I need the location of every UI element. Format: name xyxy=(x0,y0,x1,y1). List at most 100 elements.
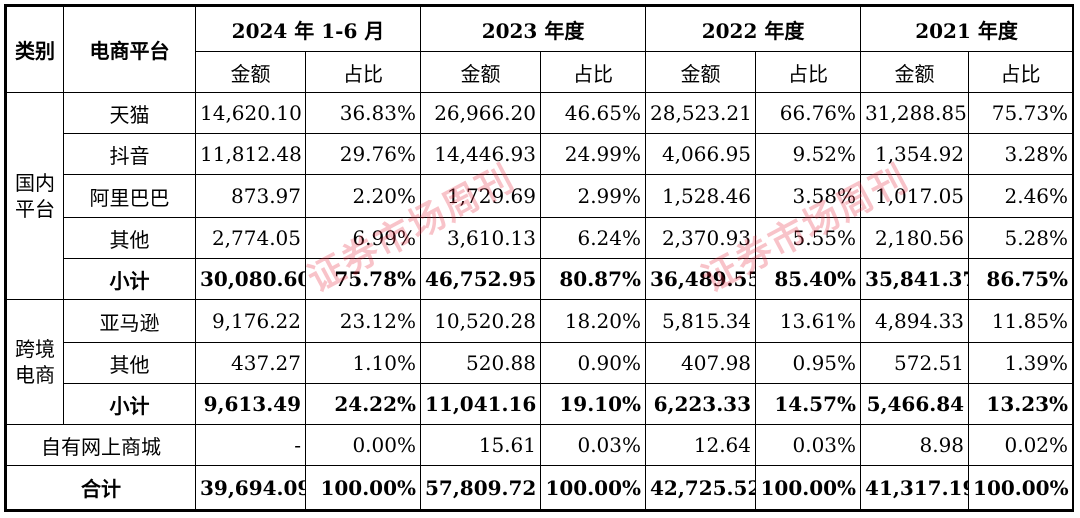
ratio-cell: 29.76% xyxy=(305,133,421,175)
amount-cell: 2,370.93 xyxy=(645,217,757,259)
sales-by-platform-table: 类别 电商平台 2024 年 1-6 月 2023 年度 2022 年度 202… xyxy=(6,6,1074,510)
header-amount: 金额 xyxy=(860,51,970,93)
header-amount: 金额 xyxy=(195,51,306,93)
amount-cell: 35,841.37 xyxy=(860,258,970,300)
amount-cell: 14,446.93 xyxy=(420,133,541,175)
row-label: 小计 xyxy=(63,258,196,300)
amount-cell: 9,613.49 xyxy=(195,383,306,425)
amount-cell: 9,176.22 xyxy=(195,299,306,343)
amount-cell: 57,809.72 xyxy=(420,465,541,510)
ratio-cell: 0.00% xyxy=(305,424,421,466)
amount-cell: 4,894.33 xyxy=(860,299,970,343)
ratio-cell: 5.55% xyxy=(755,217,862,259)
amount-cell: 14,620.10 xyxy=(195,92,306,134)
table-row: 抖音 11,812.48 29.76% 14,446.93 24.99% 4,066.95… xyxy=(7,133,1074,175)
amount-cell: 2,774.05 xyxy=(195,217,306,259)
header-period-2022: 2022 年度 xyxy=(645,6,862,52)
amount-cell: 1,729.69 xyxy=(420,174,541,218)
amount-cell: 11,041.16 xyxy=(420,383,541,425)
amount-cell: 873.97 xyxy=(195,174,306,218)
ratio-cell: 66.76% xyxy=(755,92,862,134)
amount-cell: 42,725.52 xyxy=(645,465,757,510)
ratio-cell: 24.22% xyxy=(305,383,421,425)
ratio-cell: 23.12% xyxy=(305,299,421,343)
ratio-cell: 5.28% xyxy=(968,217,1074,259)
ratio-cell: 75.73% xyxy=(968,92,1074,134)
ratio-cell: 100.00% xyxy=(539,465,647,510)
header-ratio: 占比 xyxy=(539,51,647,93)
amount-cell: 1,017.05 xyxy=(860,174,970,218)
table-row: 其他 437.27 1.10% 520.88 0.90% 407.98 0.95% 572.5… xyxy=(7,342,1074,384)
amount-cell: 12.64 xyxy=(645,424,757,466)
ratio-cell: 0.03% xyxy=(539,424,647,466)
amount-cell: 1,528.46 xyxy=(645,174,757,218)
amount-cell: 5,815.34 xyxy=(645,299,757,343)
ratio-cell: 19.10% xyxy=(539,383,647,425)
amount-cell: 36,489.55 xyxy=(645,258,757,300)
row-label: 其他 xyxy=(63,217,196,259)
ratio-cell: 13.61% xyxy=(755,299,862,343)
amount-cell: 30,080.60 xyxy=(195,258,306,300)
ratio-cell: 80.87% xyxy=(539,258,647,300)
ratio-cell: 2.20% xyxy=(305,174,421,218)
row-label: 其他 xyxy=(63,342,196,384)
ratio-cell: 0.03% xyxy=(755,424,862,466)
table-row: 合计 39,694.09 100.00% 57,809.72 100.00% 42,725… xyxy=(6,465,1074,510)
amount-cell: 407.98 xyxy=(645,342,757,384)
table-row: 阿里巴巴 873.97 2.20% 1,729.69 2.99% 1,528.46 3.58… xyxy=(7,174,1074,218)
ratio-cell: 11.85% xyxy=(968,299,1074,343)
amount-cell: 520.88 xyxy=(420,342,541,384)
row-label: 亚马逊 xyxy=(63,299,196,343)
table-row: 其他 2,774.05 6.99% 3,610.13 6.24% 2,370.93 5.55… xyxy=(7,217,1074,259)
header-category: 类别 xyxy=(6,6,64,93)
table-row: 小计 30,080.60 75.78% 46,752.95 80.87% 36,489.5… xyxy=(7,258,1074,300)
header-period-2023: 2023 年度 xyxy=(419,6,647,52)
amount-cell: 39,694.09 xyxy=(195,465,306,510)
ratio-cell: 85.40% xyxy=(755,258,862,300)
amount-cell: 8.98 xyxy=(860,424,970,466)
ratio-cell: 3.58% xyxy=(755,174,862,218)
amount-cell: 41,317.19 xyxy=(860,465,970,510)
row-label: 阿里巴巴 xyxy=(63,174,196,218)
ratio-cell: 2.46% xyxy=(968,174,1074,218)
ratio-cell: 13.23% xyxy=(968,383,1074,425)
ratio-cell: 100.00% xyxy=(305,465,421,510)
ratio-cell: 100.00% xyxy=(755,465,862,510)
ratio-cell: 24.99% xyxy=(539,133,647,175)
amount-cell: 437.27 xyxy=(195,342,306,384)
amount-cell: 10,520.28 xyxy=(420,299,541,343)
amount-cell: 46,752.95 xyxy=(420,258,541,300)
row-label: 合计 xyxy=(6,465,196,510)
row-label: 自有网上商城 xyxy=(6,424,196,466)
row-label: 抖音 xyxy=(63,133,196,175)
ratio-cell: 9.52% xyxy=(755,133,862,175)
ratio-cell: 1.39% xyxy=(968,342,1074,384)
amount-cell: 15.61 xyxy=(420,424,541,466)
header-amount: 金额 xyxy=(645,51,757,93)
table-row: 自有网上商城 -0.00% 15.61 0.03% 12.64 0.03% 8.98 0.02… xyxy=(6,424,1074,466)
ratio-cell: 6.99% xyxy=(305,217,421,259)
amount-cell: 5,466.84 xyxy=(860,383,970,425)
ratio-cell: 14.57% xyxy=(755,383,862,425)
header-period-2021: 2021 年度 xyxy=(860,6,1074,52)
table-frame xyxy=(4,4,1074,512)
amount-cell: 6,223.33 xyxy=(645,383,757,425)
group-crossborder: 跨境电商 xyxy=(6,299,64,425)
amount-cell: 11,812.48 xyxy=(195,133,306,175)
ratio-cell: 36.83% xyxy=(305,92,421,134)
amount-cell: 4,066.95 xyxy=(645,133,757,175)
ratio-cell: 75.78% xyxy=(305,258,421,300)
ratio-cell: 1.10% xyxy=(305,342,421,384)
ratio-cell: 0.95% xyxy=(755,342,862,384)
amount-cell: 31,288.85 xyxy=(860,92,970,134)
row-label: 小计 xyxy=(63,383,196,425)
group-domestic: 国内平台 xyxy=(6,92,64,300)
amount-cell: 3,610.13 xyxy=(420,217,541,259)
header-ratio: 占比 xyxy=(755,51,862,93)
table-row: 小计 9,613.49 24.22% 11,041.16 19.10% 6,223.33 1… xyxy=(7,383,1074,425)
header-ratio: 占比 xyxy=(968,51,1074,93)
amount-cell: - xyxy=(195,424,306,466)
amount-cell: 572.51 xyxy=(860,342,970,384)
header-ratio: 占比 xyxy=(305,51,421,93)
row-label: 天猫 xyxy=(63,92,196,134)
